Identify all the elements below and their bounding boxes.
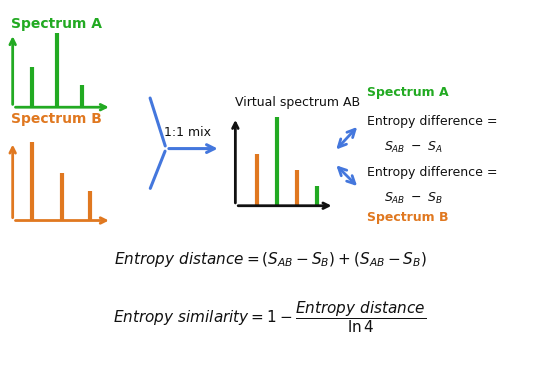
Text: Spectrum B: Spectrum B xyxy=(367,211,449,224)
Text: Spectrum A: Spectrum A xyxy=(11,17,102,30)
Text: Spectrum B: Spectrum B xyxy=(11,112,102,126)
Text: Entropy difference =: Entropy difference = xyxy=(367,166,497,179)
Text: $S_{AB}\ -\ S_B$: $S_{AB}\ -\ S_B$ xyxy=(384,191,443,206)
Text: Entropy difference =: Entropy difference = xyxy=(367,115,497,128)
Text: $S_{AB}\ -\ S_A$: $S_{AB}\ -\ S_A$ xyxy=(384,140,443,155)
Text: 1:1 mix: 1:1 mix xyxy=(164,126,211,139)
Text: $\mathit{Entropy\ distance} = (S_{AB} - S_B) + (S_{AB} - S_B)$: $\mathit{Entropy\ distance} = (S_{AB} - … xyxy=(113,250,427,269)
Text: Virtual spectrum AB: Virtual spectrum AB xyxy=(235,96,361,109)
Text: $\mathit{Entropy\ similarity} = 1 - \dfrac{\mathit{Entropy\ distance}}{\ln 4}$: $\mathit{Entropy\ similarity} = 1 - \dfr… xyxy=(113,299,427,335)
Text: Spectrum A: Spectrum A xyxy=(367,86,449,99)
